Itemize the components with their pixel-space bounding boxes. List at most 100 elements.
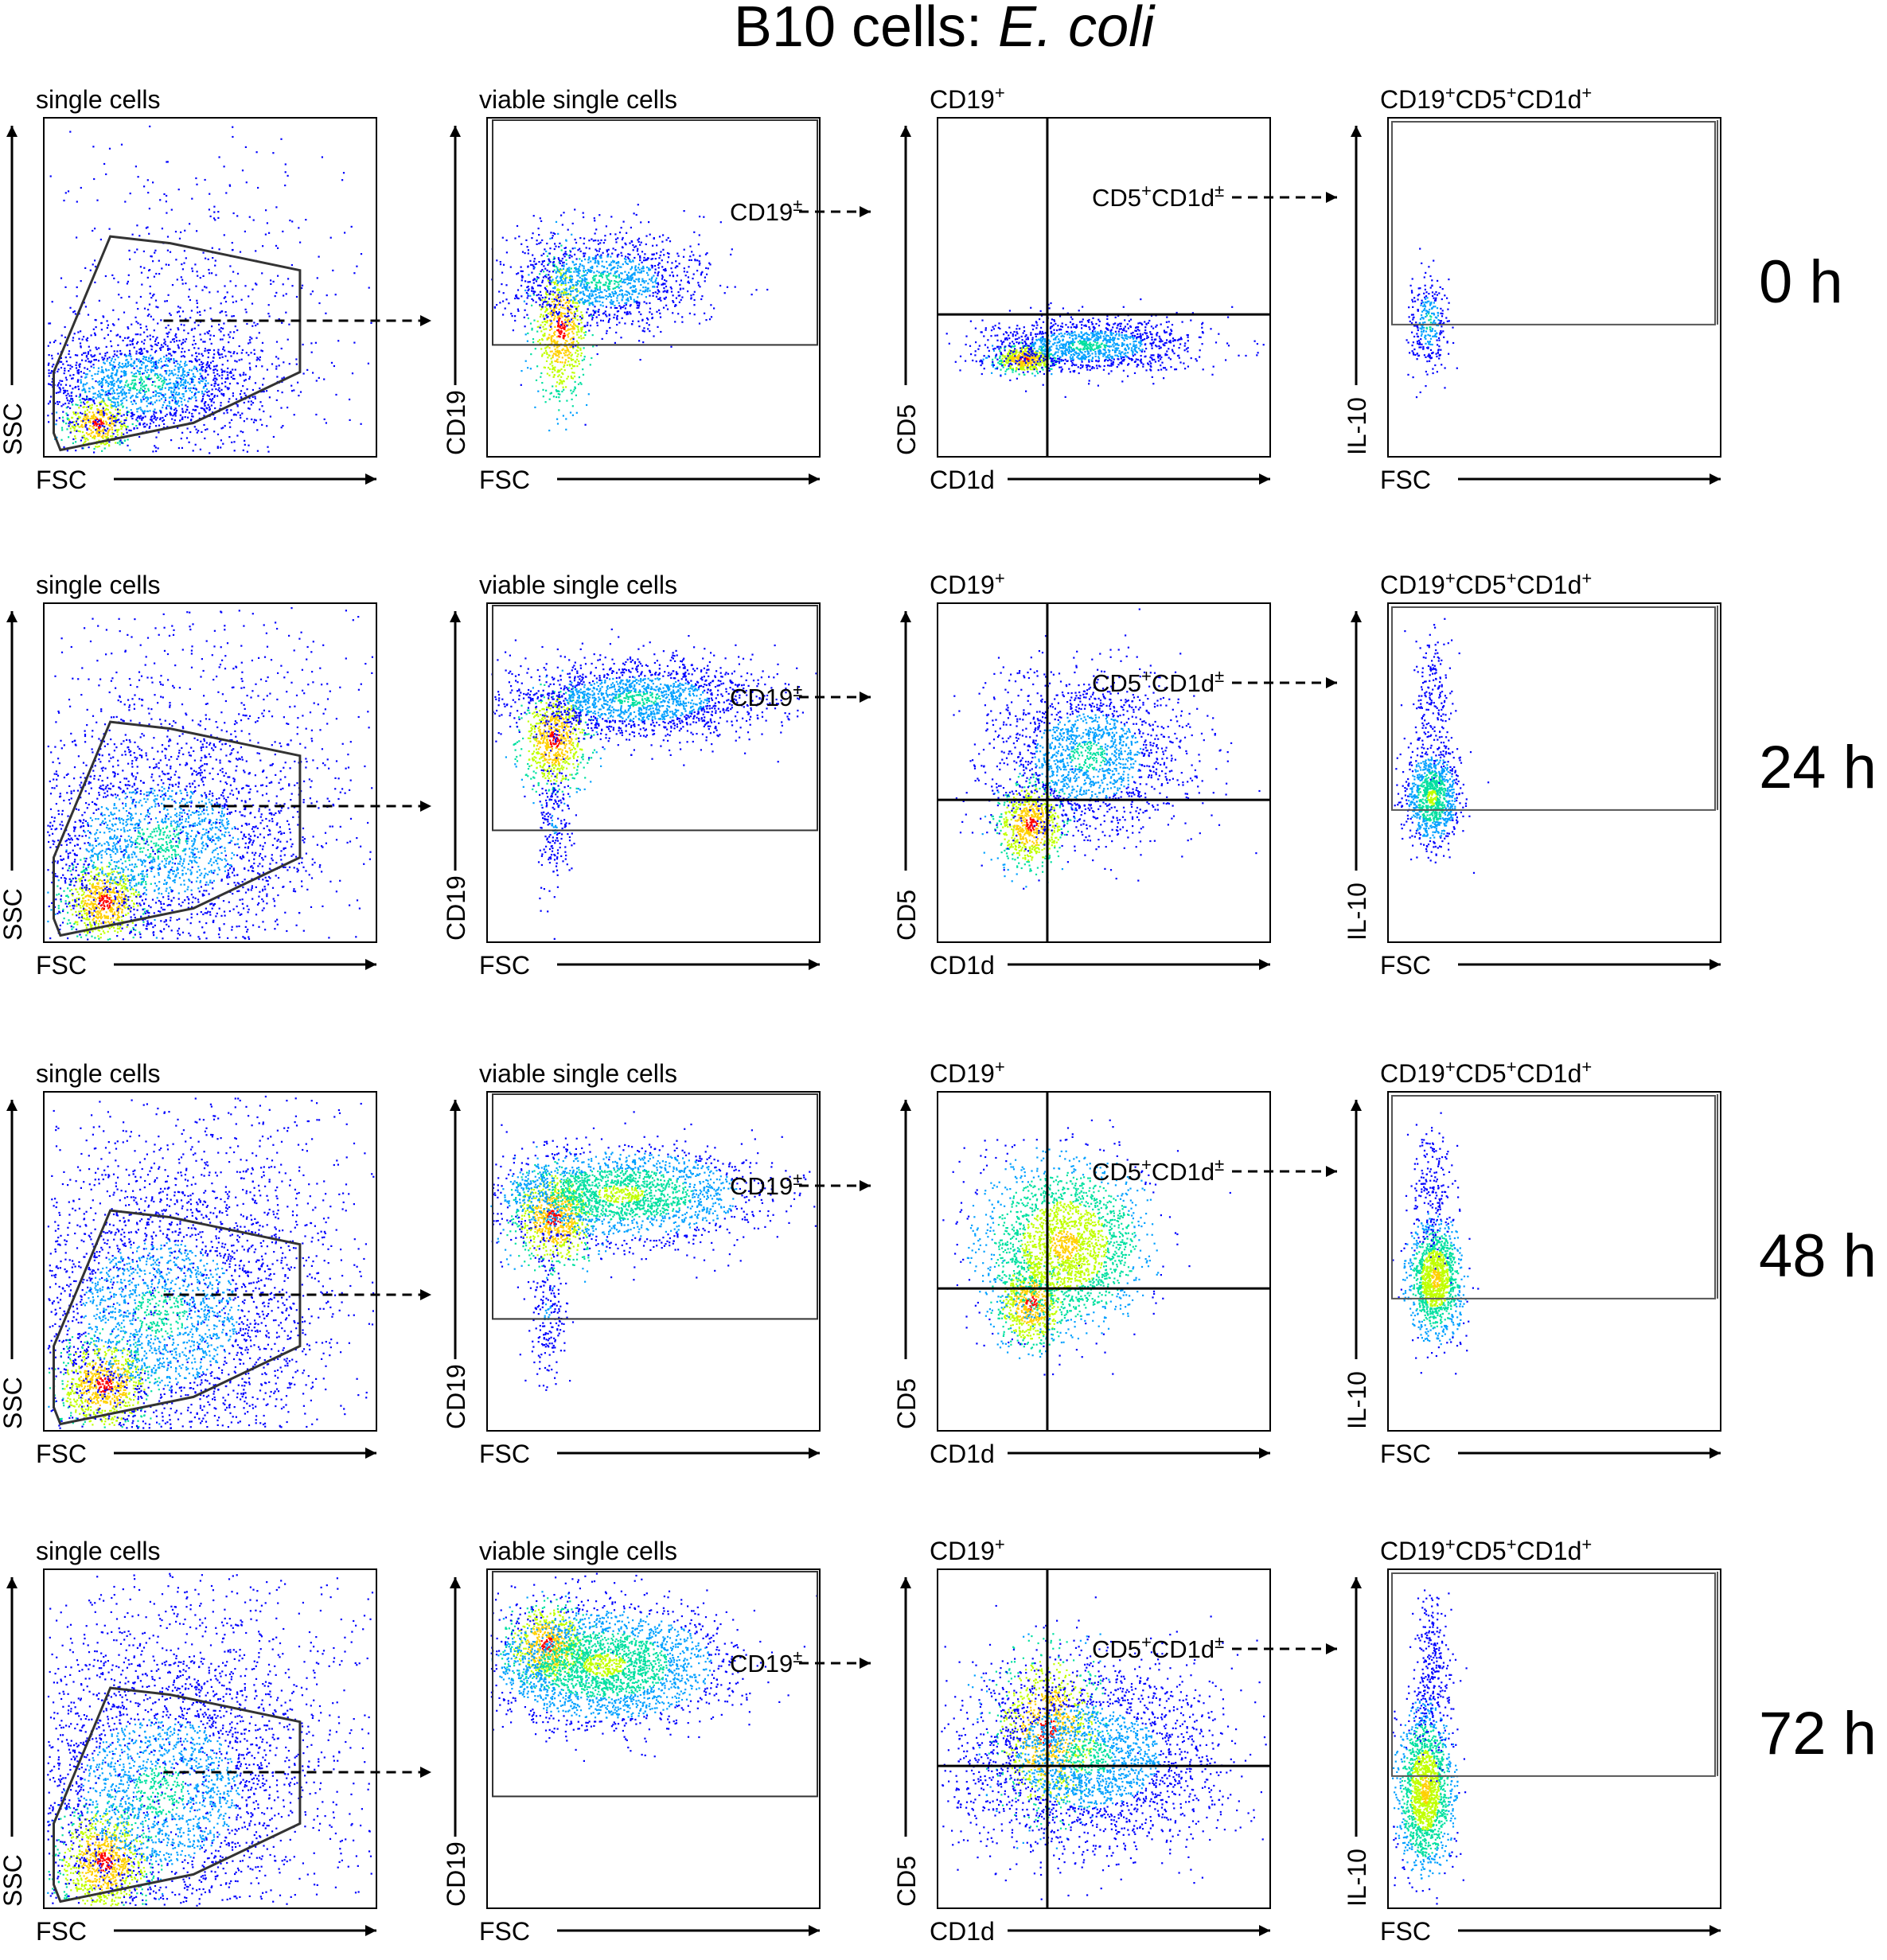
event-dot [564,313,566,314]
event-dot [64,337,66,338]
event-dot [287,339,289,341]
event-dot [179,307,181,309]
event-dot [107,375,109,376]
event-dot [124,439,126,441]
event-dot [147,309,149,310]
event-dot [99,396,101,398]
event-dot [235,369,236,371]
event-dot [542,326,544,328]
event-dot [72,374,74,376]
event-dot [104,355,106,357]
event-dot [244,444,246,446]
event-dot [174,351,176,353]
event-dot [213,385,215,387]
event-dot [95,419,96,421]
event-dot [189,412,190,414]
event-dot [181,393,183,395]
event-dot [217,351,219,353]
event-dot [147,179,149,181]
event-dot [170,355,172,357]
event-dot [145,376,146,378]
event-dot [552,335,553,337]
event-dot [134,251,135,253]
event-dot [105,433,107,434]
event-dot [149,126,150,127]
event-dot [177,368,179,369]
event-dot [219,357,220,359]
event-dot [93,329,95,330]
event-dot [92,263,94,265]
event-dot [150,255,151,257]
event-dot [299,242,301,244]
event-dot [85,419,87,420]
event-dot [141,272,142,274]
event-dot [117,434,119,435]
event-dot [558,391,559,392]
event-dot [353,272,355,274]
event-dot [204,333,205,334]
event-dot [244,420,245,422]
event-dot [153,413,154,415]
event-dot [587,322,588,324]
event-dot [209,291,210,293]
event-dot [205,391,206,392]
event-dot [123,386,125,388]
event-dot [105,382,107,384]
event-dot [581,331,583,333]
event-dot [200,277,201,279]
event-dot [595,232,596,234]
event-dot [538,261,540,263]
event-dot [113,389,115,391]
event-dot [139,424,141,426]
event-dot [167,336,169,337]
event-dot [573,322,575,324]
event-dot [111,401,113,403]
event-dot [139,373,141,375]
event-dot [125,360,127,361]
event-dot [93,178,95,180]
event-dot [101,410,103,411]
event-dot [544,329,545,330]
event-dot [549,399,551,400]
event-dot [249,368,251,370]
event-dot [189,289,190,290]
event-dot [577,353,579,355]
event-dot [154,418,155,419]
event-dot [128,250,130,251]
event-dot [568,357,570,359]
event-dot [259,357,261,358]
event-dot [213,217,215,219]
event-dot [169,401,170,403]
event-dot [74,333,76,334]
event-dot [572,301,574,302]
event-dot [565,429,567,431]
event-dot [610,303,612,305]
event-dot [566,302,567,303]
event-dot [201,375,202,376]
event-dot [127,384,129,386]
event-dot [562,305,563,306]
plot-frame [44,118,376,457]
event-dot [546,310,548,311]
event-dot [69,357,71,358]
event-dot [103,163,105,165]
event-dot [558,357,559,358]
event-dot [76,355,78,357]
event-dot [175,337,177,338]
event-dot [567,364,568,366]
event-dot [64,370,65,372]
event-dot [696,270,698,271]
event-dot [48,364,49,366]
event-dot [119,350,121,352]
event-dot [201,391,203,392]
panel-title: single cells [36,85,161,114]
event-dot [233,441,235,442]
event-dot [205,380,207,381]
event-dot [189,442,190,443]
event-dot [94,354,96,356]
event-dot [567,376,569,377]
event-dot [248,401,249,403]
event-dot [201,339,202,341]
event-dot [80,412,81,414]
event-dot [163,419,165,421]
